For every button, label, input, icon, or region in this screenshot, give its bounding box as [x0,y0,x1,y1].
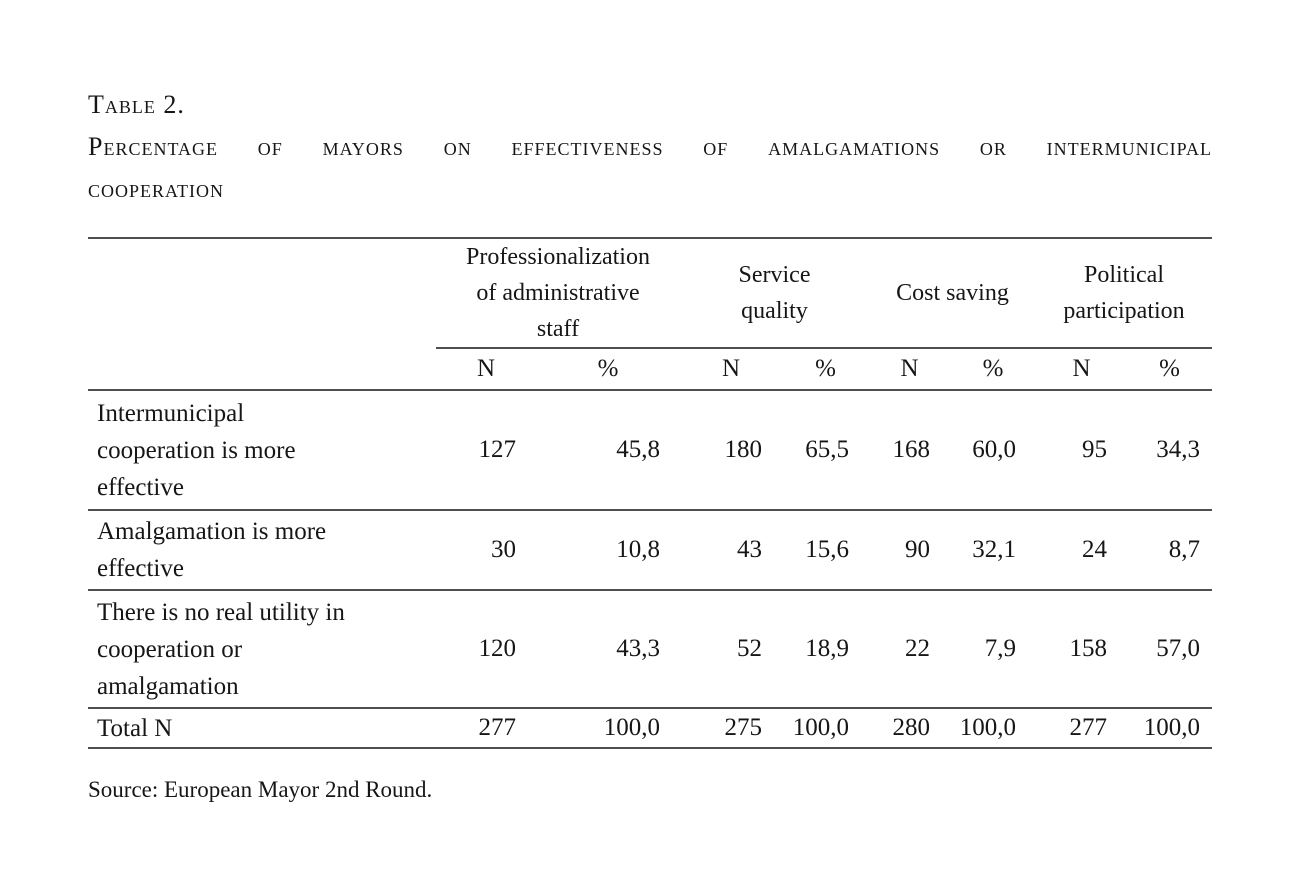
group-header-cost-saving: Cost saving [869,238,1036,349]
subheader-pct-2: % [782,348,869,391]
subheader-n-2: N [680,348,782,391]
value-cell: 45,8 [536,390,680,511]
subheader-pct-3: % [950,348,1036,391]
value-cell: 32,1 [950,510,1036,591]
table-caption-line-2: cooperation [88,174,225,203]
table-caption-line-1: Percentage of mayors on effectiveness of… [88,132,1212,161]
row-label: Total N [88,708,436,749]
value-cell: 34,3 [1127,390,1213,511]
value-cell: 15,6 [782,510,869,591]
value-cell: 100,0 [536,708,680,749]
value-cell: 57,0 [1127,590,1213,709]
value-cell: 277 [436,708,536,749]
group-header-professionalization: Professionalization of administrative st… [436,238,680,349]
row-label: Intermunicipal cooperation is more effec… [88,390,436,511]
effectiveness-table: Professionalization of administrative st… [88,237,1213,749]
table-block: Table 2. Percentage of mayors on effecti… [88,84,1213,805]
value-cell: 280 [869,708,950,749]
value-cell: 8,7 [1127,510,1213,591]
value-cell: 43,3 [536,590,680,709]
value-cell: 95 [1036,390,1127,511]
row-label: Amalgamation is more effective [88,510,436,591]
value-cell: 120 [436,590,536,709]
value-cell: 158 [1036,590,1127,709]
subheader-n-4: N [1036,348,1127,391]
group-header-row: Professionalization of administrative st… [88,238,1213,391]
value-cell: 65,5 [782,390,869,511]
value-cell: 43 [680,510,782,591]
source-note: Source: European Mayor 2nd Round. [88,777,433,802]
value-cell: 127 [436,390,536,511]
subheader-pct-4: % [1127,348,1213,391]
subheader-pct-1: % [536,348,680,391]
value-cell: 7,9 [950,590,1036,709]
value-cell: 100,0 [1127,708,1213,749]
table-row-intermunicipal: Intermunicipal cooperation is more effec… [88,390,1213,511]
value-cell: 90 [869,510,950,591]
subheader-row: N % N % N % N % [88,348,1213,391]
corner-cell [88,238,436,391]
table-row-total: Total N 277 100,0 275 100,0 280 100,0 27… [88,708,1213,749]
value-cell: 30 [436,510,536,591]
value-cell: 10,8 [536,510,680,591]
value-cell: 277 [1036,708,1127,749]
row-label: There is no real utility in cooperation … [88,590,436,709]
value-cell: 60,0 [950,390,1036,511]
value-cell: 168 [869,390,950,511]
value-cell: 22 [869,590,950,709]
value-cell: 100,0 [950,708,1036,749]
table-number-heading: Table 2. [88,90,185,119]
table-row-no-utility: There is no real utility in cooperation … [88,590,1213,709]
value-cell: 100,0 [782,708,869,749]
subheader-n-1: N [436,348,536,391]
group-header-political-participation: Political participation [1036,238,1213,349]
table-row-amalgamation: Amalgamation is more effective 30 10,8 4… [88,510,1213,591]
subheader-n-3: N [869,348,950,391]
value-cell: 180 [680,390,782,511]
value-cell: 24 [1036,510,1127,591]
group-header-service-quality: Service quality [680,238,869,349]
value-cell: 18,9 [782,590,869,709]
value-cell: 275 [680,708,782,749]
value-cell: 52 [680,590,782,709]
